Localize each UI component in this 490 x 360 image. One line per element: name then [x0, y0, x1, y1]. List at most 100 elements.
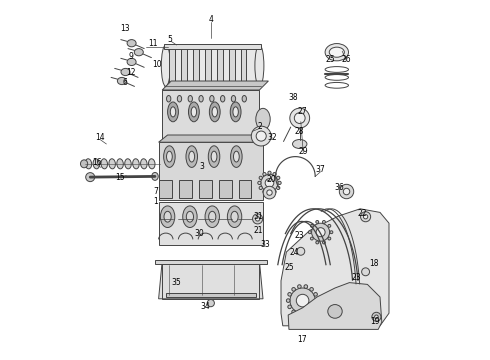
Text: 13: 13 — [121, 24, 130, 33]
Text: 33: 33 — [260, 240, 270, 248]
Ellipse shape — [209, 102, 220, 122]
Ellipse shape — [167, 151, 172, 162]
Ellipse shape — [80, 160, 88, 168]
Text: 24: 24 — [290, 248, 299, 257]
Ellipse shape — [316, 241, 318, 244]
Bar — [205, 47, 211, 85]
Text: 36: 36 — [335, 184, 344, 193]
Bar — [164, 44, 261, 49]
Ellipse shape — [290, 108, 310, 128]
Ellipse shape — [330, 231, 333, 234]
Ellipse shape — [314, 293, 318, 296]
Ellipse shape — [233, 151, 239, 162]
Ellipse shape — [297, 285, 301, 288]
Bar — [159, 180, 172, 198]
Ellipse shape — [121, 68, 130, 76]
Ellipse shape — [328, 224, 331, 227]
Ellipse shape — [256, 108, 270, 130]
Ellipse shape — [93, 159, 99, 169]
Ellipse shape — [191, 107, 196, 117]
Text: 25: 25 — [326, 55, 336, 64]
Text: 10: 10 — [152, 60, 162, 69]
Ellipse shape — [127, 58, 136, 66]
Ellipse shape — [183, 206, 197, 228]
Ellipse shape — [304, 285, 308, 288]
Ellipse shape — [308, 231, 311, 234]
Ellipse shape — [263, 172, 266, 176]
Text: 26: 26 — [342, 55, 351, 64]
Ellipse shape — [220, 95, 225, 102]
Ellipse shape — [141, 159, 147, 169]
Text: 19: 19 — [370, 317, 379, 325]
Text: 6: 6 — [122, 78, 127, 87]
Bar — [162, 90, 259, 139]
Ellipse shape — [329, 47, 344, 57]
Ellipse shape — [328, 237, 331, 240]
Ellipse shape — [362, 268, 369, 276]
Ellipse shape — [209, 211, 216, 222]
Ellipse shape — [189, 151, 195, 162]
Text: 30: 30 — [194, 229, 204, 238]
Ellipse shape — [255, 217, 260, 221]
Text: 1: 1 — [153, 197, 158, 206]
Text: 17: 17 — [297, 335, 307, 343]
Bar — [155, 260, 267, 264]
Ellipse shape — [273, 190, 276, 193]
Ellipse shape — [261, 174, 278, 192]
Ellipse shape — [343, 188, 350, 195]
Text: 12: 12 — [126, 68, 136, 77]
Bar — [166, 293, 256, 297]
Ellipse shape — [288, 293, 292, 296]
Ellipse shape — [276, 176, 280, 180]
Ellipse shape — [265, 179, 274, 187]
Ellipse shape — [233, 107, 238, 117]
Bar — [239, 180, 251, 198]
Text: 38: 38 — [288, 94, 298, 103]
Ellipse shape — [133, 159, 139, 169]
Bar — [159, 202, 263, 245]
Ellipse shape — [311, 237, 313, 240]
Bar — [181, 47, 187, 85]
Ellipse shape — [189, 102, 199, 122]
Ellipse shape — [314, 305, 318, 309]
Ellipse shape — [177, 95, 182, 102]
Ellipse shape — [364, 215, 368, 219]
Ellipse shape — [267, 190, 272, 195]
Ellipse shape — [186, 211, 194, 222]
Ellipse shape — [273, 172, 276, 176]
Ellipse shape — [164, 211, 171, 222]
Ellipse shape — [256, 131, 266, 141]
Ellipse shape — [252, 214, 263, 224]
Text: 14: 14 — [96, 133, 105, 142]
Bar — [241, 47, 246, 85]
Polygon shape — [288, 283, 382, 329]
Ellipse shape — [231, 211, 238, 222]
Ellipse shape — [242, 95, 246, 102]
Text: 23: 23 — [351, 274, 361, 282]
Bar — [162, 261, 259, 299]
Ellipse shape — [188, 95, 193, 102]
Text: 25: 25 — [284, 263, 294, 272]
Ellipse shape — [199, 95, 203, 102]
Ellipse shape — [294, 113, 305, 123]
Ellipse shape — [205, 206, 220, 228]
Ellipse shape — [85, 159, 92, 169]
Polygon shape — [159, 261, 263, 299]
Text: 21: 21 — [253, 226, 263, 235]
Text: 22: 22 — [357, 209, 367, 217]
Ellipse shape — [212, 107, 218, 117]
Ellipse shape — [161, 45, 171, 86]
Ellipse shape — [230, 102, 241, 122]
Ellipse shape — [361, 212, 370, 222]
Ellipse shape — [86, 173, 95, 182]
Ellipse shape — [290, 288, 315, 313]
Bar — [179, 180, 192, 198]
Text: 31: 31 — [254, 212, 264, 221]
Ellipse shape — [297, 313, 301, 316]
Ellipse shape — [259, 176, 262, 180]
Text: 18: 18 — [369, 259, 379, 268]
Ellipse shape — [207, 300, 215, 307]
Ellipse shape — [312, 223, 330, 241]
Bar — [229, 47, 235, 85]
Ellipse shape — [311, 224, 313, 227]
